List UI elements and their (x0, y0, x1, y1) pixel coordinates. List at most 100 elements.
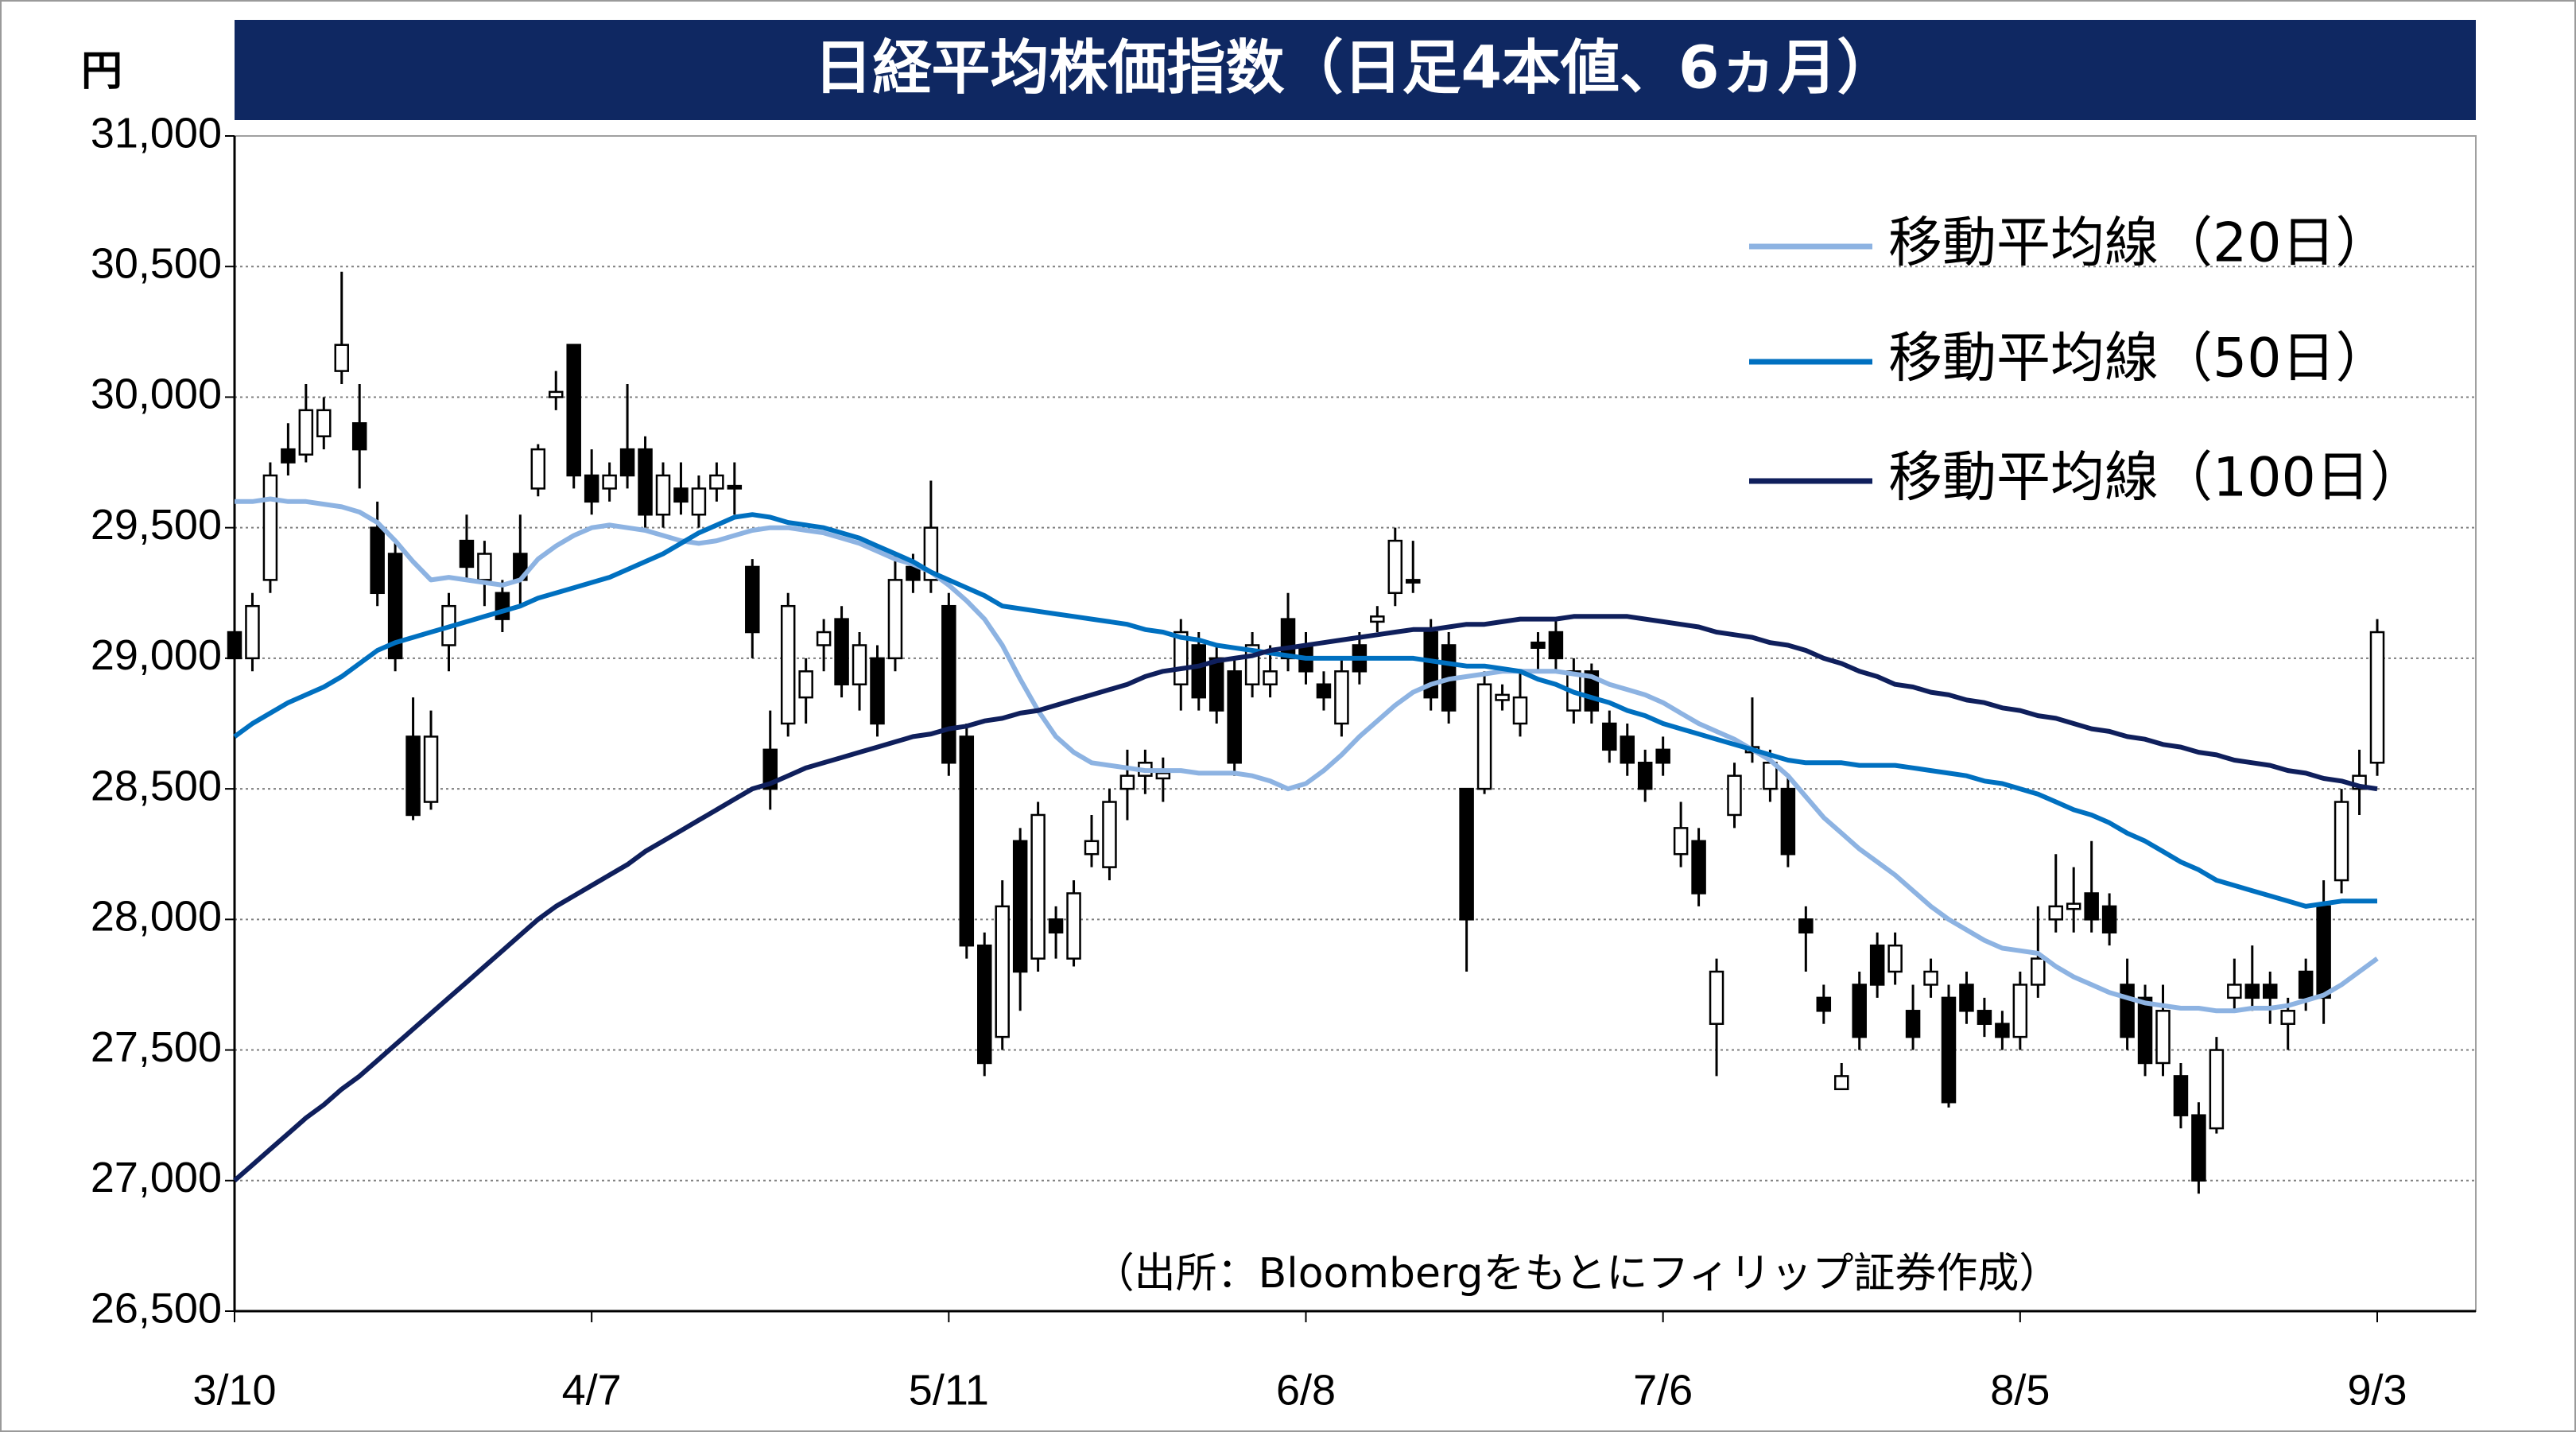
candle-body (281, 448, 296, 464)
candle-body (1530, 641, 1546, 650)
candle-body (2084, 892, 2099, 921)
candle-body (1459, 787, 1474, 921)
candle-body (977, 944, 992, 1065)
candle-body (1316, 683, 1332, 699)
candle-body (1030, 813, 1046, 960)
candle-body (1923, 970, 1938, 986)
candle-body (530, 448, 546, 490)
candle-body (1887, 944, 1903, 973)
candle-body (2369, 631, 2385, 764)
candle-body (1155, 772, 1171, 780)
candle-body (1406, 579, 1421, 584)
candle-body (334, 343, 349, 372)
y-tick-label: 26,500 (91, 1284, 222, 1332)
marks (227, 271, 2385, 1194)
candle-body (1673, 827, 1689, 856)
candle-body (1263, 670, 1278, 685)
candle-body (638, 448, 653, 516)
moving-average-line (233, 614, 2378, 1183)
candle-body (1476, 683, 1492, 790)
candle-body (1280, 618, 1296, 660)
title-banner (235, 20, 2476, 120)
candle-body (1727, 774, 1742, 817)
candle-body (1495, 693, 1510, 701)
candle-body (1905, 1010, 1921, 1038)
x-tick-label: 5/11 (909, 1366, 989, 1414)
candle-body (2155, 1010, 2171, 1065)
x-tick-label: 3/10 (192, 1366, 276, 1414)
candle-body (477, 553, 492, 581)
candle-body (1548, 631, 1564, 660)
candle-body (762, 748, 778, 790)
x-tick-label: 4/7 (562, 1366, 622, 1414)
candle-body (2066, 902, 2081, 910)
candle-body (262, 474, 278, 581)
moving-average-line (235, 496, 2379, 1014)
candle-body (995, 905, 1010, 1038)
candle-body (1191, 644, 1206, 699)
candle-body (887, 579, 903, 660)
y-tick-label: 29,500 (91, 501, 222, 549)
candle-body (351, 422, 367, 451)
candle-body (691, 487, 707, 516)
candle-body (1370, 615, 1385, 623)
y-tick-label: 30,000 (91, 371, 222, 418)
candle-body (1048, 918, 1064, 934)
candle-body (1780, 787, 1796, 856)
candle-body (423, 735, 439, 803)
candle-body (2334, 801, 2349, 882)
candle-body (584, 474, 599, 503)
candle-body (405, 735, 421, 817)
candle-body (2298, 970, 2314, 999)
candle-body (923, 526, 939, 581)
moving-average-line (233, 512, 2377, 909)
candle-body (566, 343, 581, 477)
candle-body (1852, 984, 1867, 1038)
y-axis-unit: 円 (81, 48, 122, 95)
candle-body (1012, 840, 1028, 973)
candle-body (852, 644, 867, 685)
legend-label: 移動平均線（20日） (1888, 212, 2390, 275)
candle-body (1655, 748, 1670, 764)
legend-label: 移動平均線（50日） (1888, 328, 2390, 390)
candle-body (1084, 840, 1100, 856)
candle-body (2280, 1010, 2295, 1025)
y-tick-label: 28,000 (91, 893, 222, 941)
candle-body (227, 631, 242, 660)
candle-body (745, 565, 760, 634)
candle-body (2048, 905, 2063, 921)
candle-body (387, 553, 403, 660)
y-tick-label: 30,500 (91, 239, 222, 287)
x-tick-label: 9/3 (2347, 1366, 2407, 1414)
candle-body (1995, 1023, 2010, 1038)
candle-body (1941, 996, 1957, 1104)
grid (225, 135, 2476, 1322)
candle-body (2209, 1049, 2225, 1130)
candle-body (619, 448, 635, 477)
candle-body (709, 474, 724, 490)
candle-body (1637, 762, 1653, 790)
candle-body (2120, 984, 2135, 1038)
candle-body (655, 474, 671, 516)
y-tick-label: 27,500 (91, 1023, 222, 1071)
candle-body (2173, 1075, 2189, 1116)
y-tick-label: 28,500 (91, 762, 222, 809)
candle-body (1602, 722, 1617, 751)
candle-body (1709, 970, 1724, 1025)
candle-body (906, 565, 921, 581)
candle-body (1119, 774, 1135, 790)
candle-body (1102, 801, 1117, 868)
chart-title: 日経平均株価指数（日足4本値、6ヵ月） (814, 34, 1896, 103)
candle-body (959, 735, 975, 947)
candle-body (1227, 670, 1242, 764)
candle-body (459, 539, 475, 569)
candle-body (727, 484, 743, 490)
candle-body (1691, 840, 1706, 895)
candle-body (1798, 918, 1814, 934)
candle-body (1512, 696, 1528, 725)
candle-body (1834, 1075, 1849, 1091)
candle-body (1816, 996, 1832, 1012)
candle-body (2137, 996, 2153, 1065)
candle-body (1208, 657, 1224, 712)
candle-body (370, 526, 385, 595)
